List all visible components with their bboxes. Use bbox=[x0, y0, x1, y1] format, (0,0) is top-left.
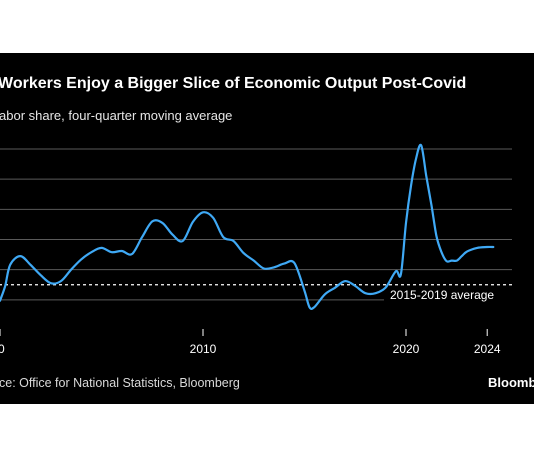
chart-title: Workers Enjoy a Bigger Slice of Economic… bbox=[0, 75, 467, 92]
x-tick-label-1: 2010 bbox=[190, 342, 217, 356]
bloomberg-logo: Bloomb bbox=[488, 375, 534, 390]
x-axis: 0 2010 2020 2024 bbox=[0, 329, 501, 356]
x-tick-label-0: 0 bbox=[0, 342, 5, 356]
reference-line-group: 2015-2019 average bbox=[0, 284, 512, 303]
line-chart: 2015-2019 average 0 2010 2020 2024 bbox=[0, 143, 512, 356]
chart-panel: 2015-2019 average 0 2010 2020 2024 Workers … bbox=[0, 53, 534, 404]
series-group bbox=[0, 143, 495, 311]
series-line-0 bbox=[0, 143, 495, 311]
source-note: ce: Office for National Statistics, Bloo… bbox=[0, 376, 240, 390]
chart-subtitle: abor share, four-quarter moving average bbox=[0, 108, 233, 123]
reference-label-background bbox=[384, 286, 512, 303]
x-tick-label-2: 2020 bbox=[393, 342, 420, 356]
x-tick-label-3: 2024 bbox=[474, 342, 501, 356]
reference-line-label: 2015-2019 average bbox=[390, 288, 494, 302]
